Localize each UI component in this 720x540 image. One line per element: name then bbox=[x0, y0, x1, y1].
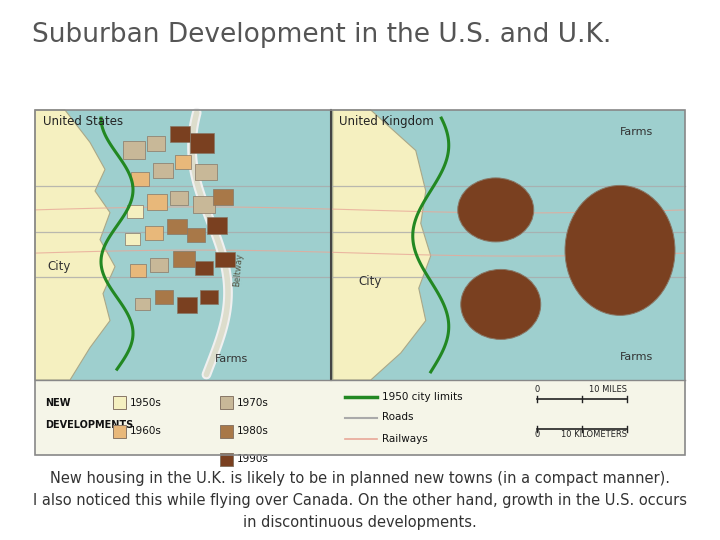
Bar bbox=[193, 195, 215, 213]
Ellipse shape bbox=[587, 211, 653, 289]
Text: City: City bbox=[47, 260, 71, 273]
Bar bbox=[153, 163, 173, 178]
Ellipse shape bbox=[480, 286, 522, 322]
Bar bbox=[131, 172, 149, 186]
Bar bbox=[220, 424, 233, 437]
Ellipse shape bbox=[489, 204, 503, 216]
Bar bbox=[123, 140, 145, 159]
Bar bbox=[220, 396, 233, 409]
Text: 1950 city limits: 1950 city limits bbox=[382, 392, 463, 402]
Ellipse shape bbox=[458, 178, 534, 242]
Text: Suburban Development in the U.S. and U.K.: Suburban Development in the U.S. and U.K… bbox=[32, 22, 611, 48]
Text: Farms: Farms bbox=[620, 127, 653, 137]
Text: 1950s: 1950s bbox=[130, 397, 162, 408]
Text: DEVELOPMENTS: DEVELOPMENTS bbox=[45, 420, 133, 429]
Ellipse shape bbox=[487, 293, 514, 315]
Bar bbox=[173, 251, 195, 267]
Ellipse shape bbox=[565, 185, 675, 315]
Bar bbox=[213, 188, 233, 205]
Bar bbox=[135, 298, 150, 310]
Bar bbox=[113, 424, 126, 437]
Bar bbox=[195, 261, 213, 275]
Ellipse shape bbox=[494, 299, 508, 310]
Bar bbox=[187, 228, 205, 242]
Bar bbox=[170, 191, 188, 205]
Text: Roads: Roads bbox=[382, 413, 413, 422]
Text: 1990s: 1990s bbox=[237, 455, 269, 464]
Bar bbox=[145, 226, 163, 240]
Bar bbox=[155, 291, 173, 305]
Text: Farms: Farms bbox=[620, 352, 653, 362]
Bar bbox=[195, 164, 217, 180]
Bar bbox=[215, 252, 235, 267]
Bar bbox=[150, 258, 168, 272]
Ellipse shape bbox=[608, 237, 632, 265]
Text: United Kingdom: United Kingdom bbox=[338, 115, 433, 128]
Text: 0: 0 bbox=[534, 430, 539, 438]
Bar bbox=[147, 136, 165, 151]
Text: 0: 0 bbox=[534, 384, 539, 394]
Bar bbox=[35, 110, 685, 380]
Ellipse shape bbox=[576, 198, 664, 302]
Text: 1970s: 1970s bbox=[237, 397, 269, 408]
Ellipse shape bbox=[598, 225, 642, 276]
Bar bbox=[220, 453, 233, 466]
Polygon shape bbox=[333, 110, 431, 380]
Ellipse shape bbox=[468, 186, 523, 234]
Text: United States: United States bbox=[43, 115, 123, 128]
Text: City: City bbox=[359, 275, 382, 288]
Ellipse shape bbox=[471, 279, 531, 330]
Bar bbox=[127, 205, 143, 218]
Bar bbox=[175, 156, 191, 170]
Ellipse shape bbox=[482, 199, 509, 221]
Text: in discontinuous developments.: in discontinuous developments. bbox=[243, 515, 477, 530]
Bar bbox=[190, 133, 214, 153]
Bar bbox=[200, 291, 218, 305]
Ellipse shape bbox=[476, 193, 516, 227]
Text: New housing in the U.K. is likely to be in planned new towns (in a compact manne: New housing in the U.K. is likely to be … bbox=[50, 470, 670, 485]
Bar bbox=[125, 233, 140, 245]
Bar bbox=[167, 219, 187, 234]
Text: Beltway: Beltway bbox=[232, 253, 244, 287]
Ellipse shape bbox=[461, 269, 541, 340]
Text: 1960s: 1960s bbox=[130, 426, 162, 436]
Polygon shape bbox=[35, 110, 115, 380]
Bar bbox=[35, 380, 685, 455]
Text: 1980s: 1980s bbox=[237, 426, 269, 436]
Bar bbox=[170, 126, 190, 143]
Text: NEW: NEW bbox=[45, 397, 71, 408]
Bar bbox=[207, 217, 227, 234]
Text: Railways: Railways bbox=[382, 434, 428, 443]
Bar bbox=[113, 396, 126, 409]
Text: 10 MILES: 10 MILES bbox=[589, 384, 627, 394]
Bar bbox=[35, 110, 685, 455]
Bar bbox=[130, 265, 146, 278]
Bar bbox=[177, 296, 197, 313]
Text: I also noticed this while flying over Canada. On the other hand, growth in the U: I also noticed this while flying over Ca… bbox=[33, 492, 687, 508]
Text: Farms: Farms bbox=[215, 354, 248, 364]
Text: 10 KILOMETERS: 10 KILOMETERS bbox=[561, 430, 627, 438]
Bar bbox=[147, 194, 167, 210]
